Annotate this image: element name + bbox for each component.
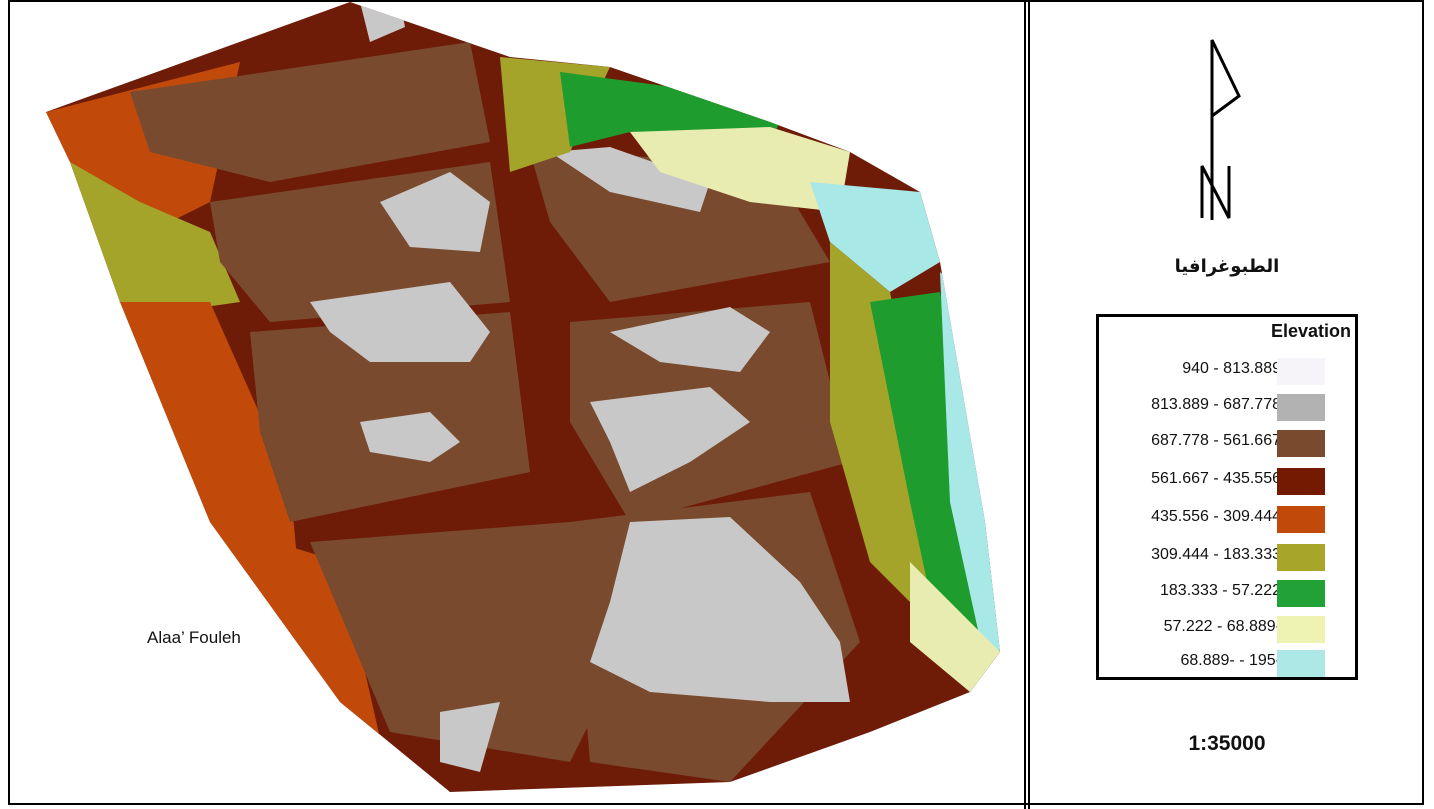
legend-item: 68.889- - 195- <box>1099 647 1355 677</box>
elevation-legend: Elevation 940 - 813.889 813.889 - 687.77… <box>1096 314 1358 680</box>
legend-item: 57.222 - 68.889- <box>1099 613 1355 643</box>
legend-label: 687.778 - 561.667 <box>1151 432 1281 449</box>
legend-label: 57.222 - 68.889- <box>1163 618 1281 635</box>
legend-item: 435.556 - 309.444 <box>1099 503 1355 533</box>
legend-swatch <box>1277 544 1325 571</box>
legend-item: 687.778 - 561.667 <box>1099 427 1355 457</box>
legend-label: 68.889- - 195- <box>1180 652 1281 669</box>
topography-title: الطبوغرافيا <box>1174 256 1280 277</box>
north-arrow-icon <box>1200 39 1241 220</box>
legend-swatch <box>1277 468 1325 495</box>
elevation-map-image <box>46 2 1000 792</box>
legend-item: 813.889 - 687.778 <box>1099 391 1355 421</box>
legend-label: 813.889 - 687.778 <box>1151 396 1281 413</box>
legend-swatch <box>1277 650 1325 677</box>
legend-swatch <box>1277 430 1325 457</box>
legend-swatch <box>1277 580 1325 607</box>
legend-label: 435.556 - 309.444 <box>1151 508 1281 525</box>
legend-item: 940 - 813.889 <box>1099 355 1355 385</box>
terrain-relief <box>46 2 1000 792</box>
map-frame <box>8 0 1424 805</box>
legend-swatch <box>1277 616 1325 643</box>
legend-label: 309.444 - 183.333 <box>1151 546 1281 563</box>
legend-swatch <box>1277 358 1325 385</box>
author-name: Alaa’ Fouleh <box>147 628 241 647</box>
legend-label: 183.333 - 57.222 <box>1160 582 1281 599</box>
legend-label: 561.667 - 435.556 <box>1151 470 1281 487</box>
legend-swatch <box>1277 506 1325 533</box>
legend-panel: الطبوغرافيا Elevation 940 - 813.889 813.… <box>1030 0 1424 805</box>
legend-title: Elevation <box>1270 321 1351 341</box>
map-scale: 1:35000 <box>1188 732 1266 755</box>
legend-item: 309.444 - 183.333 <box>1099 541 1355 571</box>
legend-swatch <box>1277 394 1325 421</box>
legend-item: 561.667 - 435.556 <box>1099 465 1355 495</box>
panel-divider <box>1024 0 1030 809</box>
legend-item: 183.333 - 57.222 <box>1099 577 1355 607</box>
legend-label: 940 - 813.889 <box>1182 360 1281 377</box>
elevation-map: Alaa’ Fouleh <box>10 2 1024 803</box>
